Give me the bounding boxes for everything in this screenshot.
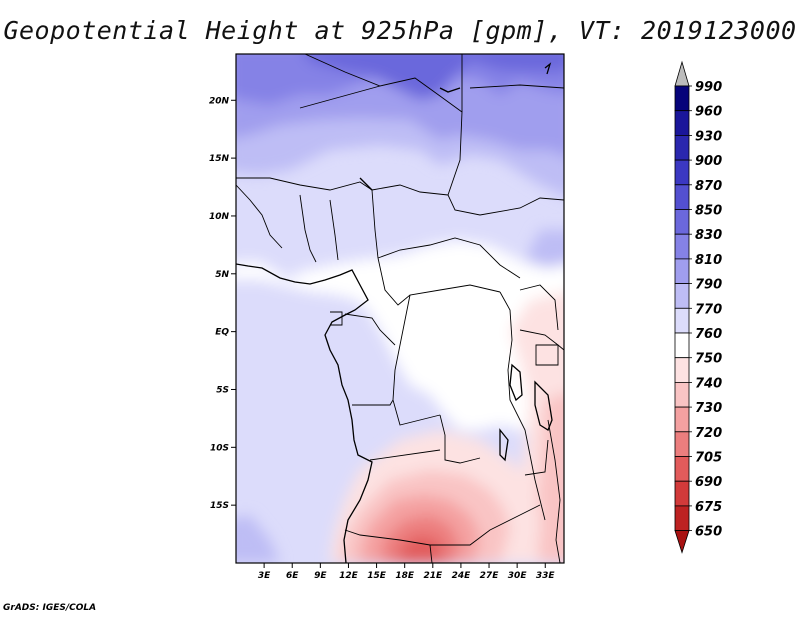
colorbar-swatch (674, 110, 690, 136)
colorbar-label: 960 (695, 105, 722, 120)
y-axis: 20N 15N 10N 5N EQ 5S 10S 15S (209, 96, 236, 511)
x-axis: 3E 6E 9E 12E 15E 18E 21E 24E 27E 30E 33E (258, 563, 556, 581)
y-tick-label: EQ (215, 328, 229, 338)
x-tick-label: 3E (258, 571, 271, 581)
colorbar-swatch (674, 159, 690, 186)
colorbar-label: 790 (695, 278, 722, 293)
colorbar-swatch (674, 505, 690, 531)
colorbar-swatch (674, 406, 690, 433)
y-tick-label: 20N (209, 96, 230, 106)
colorbar-swatch (674, 134, 690, 161)
colorbar-swatch (674, 307, 690, 334)
colorbar-bottom-triangle (674, 530, 690, 554)
x-tick-label: 6E (286, 571, 299, 581)
x-tick-label: 12E (339, 571, 359, 581)
colorbar-swatch (674, 283, 690, 309)
colorbar-label: 750 (695, 352, 722, 367)
colorbar-label: 675 (695, 500, 722, 515)
colorbar-swatch (674, 332, 690, 359)
colorbar-label: 690 (695, 475, 722, 490)
colorbar-label: 760 (695, 327, 722, 342)
x-tick-label: 9E (314, 571, 327, 581)
coastline (236, 62, 553, 563)
colorbar-swatch (674, 258, 690, 284)
x-tick-label: 21E (423, 571, 443, 581)
colorbar-label: 730 (695, 401, 722, 416)
colorbar-label: 930 (695, 129, 722, 144)
colorbar-label: 870 (695, 179, 722, 194)
plot-frame (235, 53, 565, 564)
colorbar-swatch (674, 381, 690, 408)
colorbar-label: 720 (695, 426, 722, 441)
colorbar-swatch (674, 357, 690, 383)
colorbar-label: 740 (695, 376, 722, 391)
y-tick-label: 15S (210, 501, 229, 511)
colorbar-label: 770 (695, 302, 722, 317)
colorbar-top-triangle (674, 60, 690, 87)
y-tick-label: 15N (209, 154, 230, 164)
y-tick-label: 5S (216, 385, 229, 395)
footer-credit: GrADS: IGES/COLA (3, 603, 97, 613)
colorbar-label: 830 (695, 228, 722, 243)
x-tick-label: 27E (480, 571, 500, 581)
colorbar-label: 850 (695, 204, 722, 219)
colorbar-label: 990 (695, 80, 722, 95)
map-title: Geopotential Height at 925hPa [gpm], VT:… (3, 16, 797, 45)
colorbar-swatch (674, 184, 690, 210)
colorbar-label: 705 (695, 451, 722, 466)
colorbar-swatch (674, 85, 690, 112)
colorbar-swatch (674, 209, 690, 235)
x-tick-label: 18E (395, 571, 415, 581)
colorbar-label: 810 (695, 253, 722, 268)
x-tick-label: 33E (536, 571, 556, 581)
x-tick-label: 30E (508, 571, 528, 581)
x-tick-label: 15E (367, 571, 387, 581)
colorbar-swatch (674, 431, 690, 457)
y-tick-label: 10S (210, 443, 229, 453)
colorbar-swatch (674, 456, 690, 482)
country-borders (236, 54, 564, 563)
x-tick-label: 24E (452, 571, 472, 581)
y-tick-label: 10N (209, 212, 230, 222)
colorbar-label: 900 (695, 154, 722, 169)
colorbar-swatch (674, 480, 690, 507)
colorbar-swatch (674, 233, 690, 260)
y-tick-label: 5N (215, 270, 229, 280)
colorbar: 990 960 930 900 870 850 830 810 790 770 760 750 740 7… (674, 60, 722, 554)
colorbar-label: 650 (695, 525, 722, 540)
